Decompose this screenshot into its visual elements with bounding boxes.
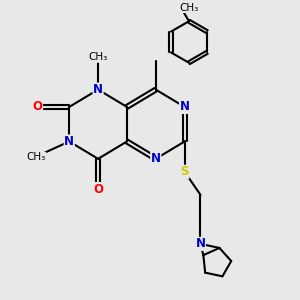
Text: CH₃: CH₃ (26, 152, 46, 162)
Text: N: N (196, 237, 206, 250)
Text: S: S (180, 165, 189, 178)
Text: O: O (32, 100, 43, 113)
Text: N: N (64, 135, 74, 148)
Text: N: N (180, 100, 190, 113)
Text: N: N (151, 152, 161, 165)
Text: CH₃: CH₃ (88, 52, 108, 62)
Text: N: N (93, 83, 103, 96)
Text: CH₃: CH₃ (179, 2, 199, 13)
Text: O: O (93, 183, 103, 196)
